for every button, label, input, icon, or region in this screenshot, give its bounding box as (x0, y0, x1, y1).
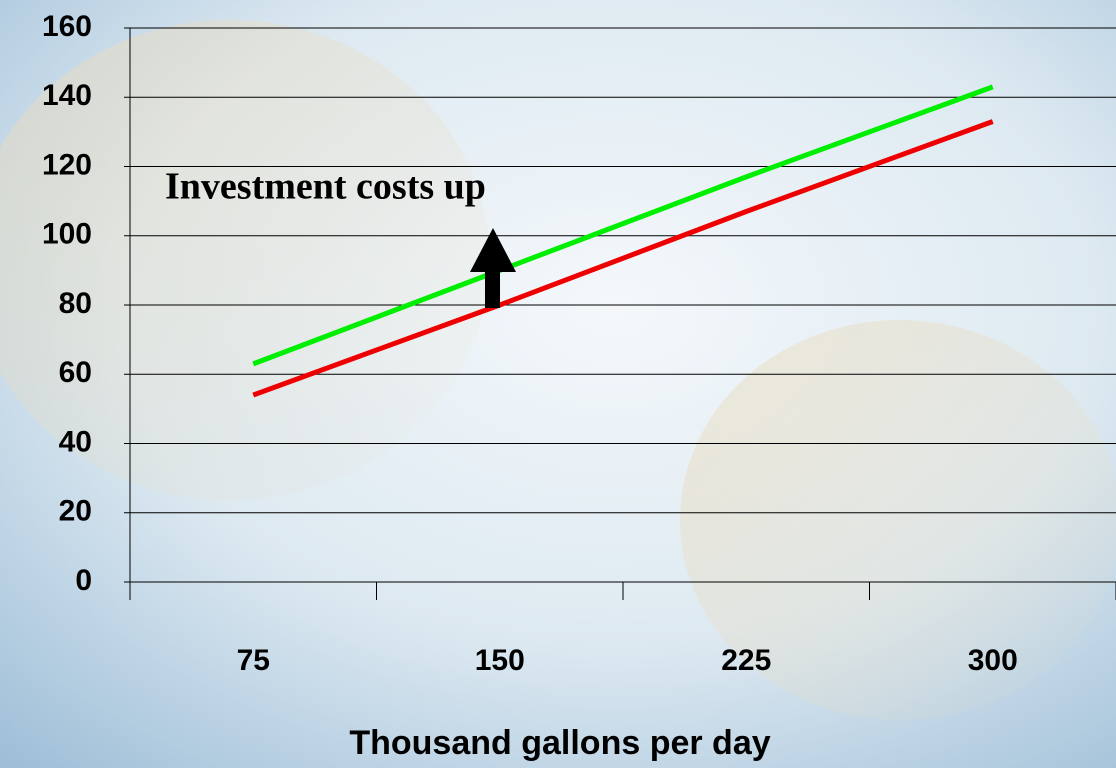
x-tick-label: 150 (475, 644, 525, 677)
annotation: Investment costs up (165, 166, 486, 208)
y-tick-label: 80 (59, 287, 92, 320)
y-tick-label: 20 (59, 495, 92, 528)
y-tick-label: 140 (42, 79, 92, 112)
chart: 0 20 40 60 80 100 120 140 160 75 150 225 300 Thousan… (0, 0, 1116, 768)
y-tick-label: 40 (59, 425, 92, 458)
page: 0 20 40 60 80 100 120 140 160 75 150 225 300 Thousan… (0, 0, 1116, 768)
y-tick-label: 0 (75, 564, 92, 597)
y-tick-label: 120 (42, 148, 92, 181)
y-tick-label: 160 (42, 10, 92, 43)
y-tick-label: 60 (59, 356, 92, 389)
x-tick-label: 300 (968, 644, 1018, 677)
x-tick-label: 225 (721, 644, 771, 677)
x-axis-title: Thousand gallons per day (349, 724, 770, 762)
y-tick-label: 100 (42, 218, 92, 251)
x-tick-label: 75 (237, 644, 270, 677)
arrow-shaft (485, 270, 500, 308)
